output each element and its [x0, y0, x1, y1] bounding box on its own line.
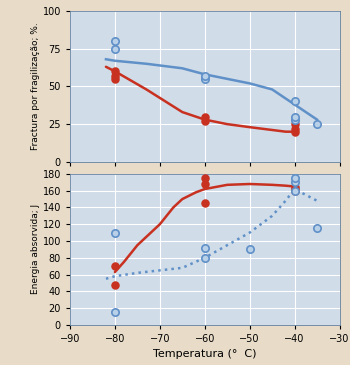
Point [314, 121, 320, 127]
Point [202, 181, 208, 187]
Point [112, 283, 118, 288]
Point [202, 73, 208, 79]
Point [112, 230, 118, 235]
Point [112, 46, 118, 51]
Point [292, 129, 298, 135]
Point [202, 245, 208, 251]
Point [292, 121, 298, 127]
Point [292, 186, 298, 192]
Point [202, 114, 208, 119]
X-axis label: Temperatura (°  C): Temperatura (° C) [153, 349, 257, 360]
Point [292, 184, 298, 189]
Point [112, 73, 118, 79]
Point [112, 68, 118, 74]
Y-axis label: Energia absorvida; J: Energia absorvida; J [31, 204, 40, 295]
Point [292, 99, 298, 104]
Point [292, 126, 298, 131]
Point [292, 175, 298, 181]
Point [292, 117, 298, 123]
Point [202, 76, 208, 82]
Point [112, 38, 118, 44]
Point [292, 180, 298, 185]
Point [202, 255, 208, 261]
Point [202, 175, 208, 181]
Point [292, 188, 298, 193]
Point [314, 226, 320, 231]
Point [202, 118, 208, 124]
Y-axis label: Fractura por fragilização; %.: Fractura por fragilização; %. [31, 23, 40, 150]
Point [112, 310, 118, 315]
Point [292, 188, 298, 193]
Point [202, 200, 208, 206]
Point [112, 263, 118, 269]
Point [112, 76, 118, 82]
Point [292, 114, 298, 119]
Point [247, 246, 252, 252]
Legend: Frente, Verso: Frente, Verso [195, 0, 334, 1]
